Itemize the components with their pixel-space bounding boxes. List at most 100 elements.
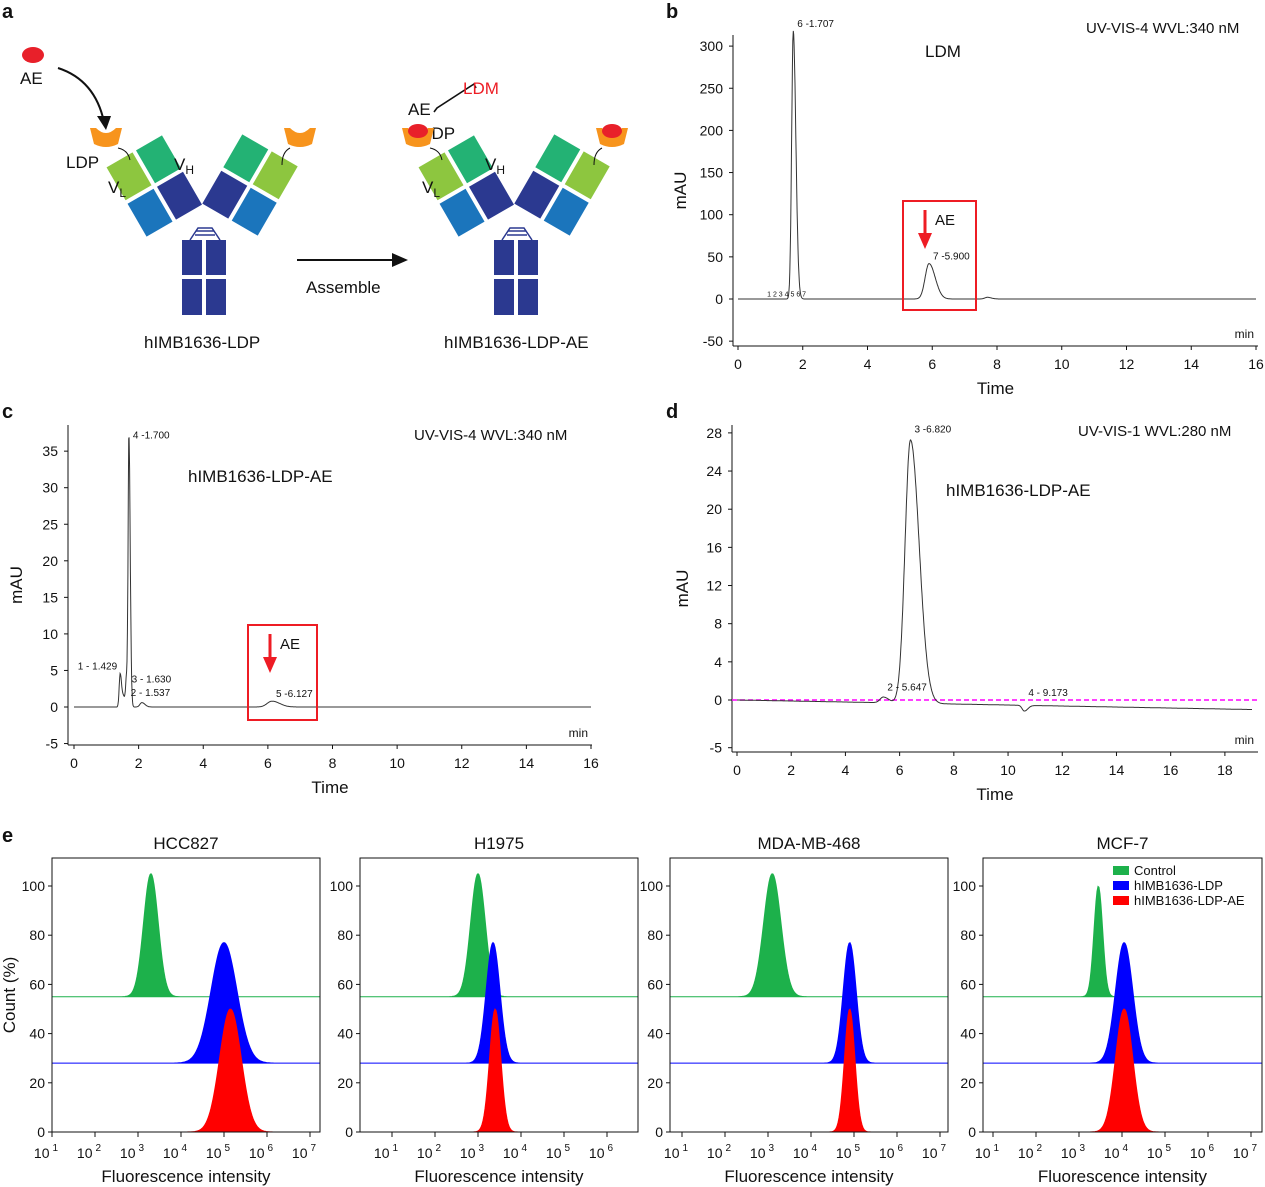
vl-domain [564,151,610,200]
x-tick-label: 14 [519,755,535,771]
x-tick-base: 10 [793,1145,809,1161]
x-tick-label: 16 [1248,356,1264,372]
y-tick-label: 200 [700,122,724,138]
x-tick-base: 10 [836,1145,852,1161]
y-tick-label: 5 [50,662,58,678]
caption-hIMB1636-LDP-AE: hIMB1636-LDP-AE [444,333,589,352]
x-tick-label: 10 1 [664,1143,689,1161]
legend-swatch [1113,866,1129,875]
y-tick-label: 80 [337,927,353,943]
y-tick-label: 50 [707,249,723,265]
fc-domain [206,279,226,315]
x-tick-base: 10 [664,1145,680,1161]
vh-domain [223,134,269,183]
legend-entry: hIMB1636-LDP [1134,878,1223,893]
assemble-arrow-head [392,253,408,267]
x-tick-base: 10 [460,1145,476,1161]
histogram-hIMB1636-LDP [982,941,1263,1064]
x-tick-exponent: 4 [1123,1143,1129,1154]
x-axis-title: Fluorescence intensity [724,1167,894,1186]
y-tick-label: 80 [960,927,976,943]
x-tick-label: 10 3 [1061,1143,1086,1161]
histogram-title: MDA-MB-468 [758,834,861,853]
detector-annotation: UV-VIS-1 WVL:280 nM [1078,423,1231,440]
y-tick-label: 100 [22,878,46,894]
plot-frame [669,857,949,1133]
binding-arrow [57,67,105,123]
x-tick-label: 6 [264,755,272,771]
legend-swatch [1113,896,1129,905]
x-tick-label: 12 [1054,762,1070,778]
x-tick-label: 10 4 [163,1143,188,1161]
ch1-domain [469,171,514,220]
y-tick-label: 16 [706,539,722,555]
x-tick-label: 10 6 [589,1143,614,1161]
x-tick-exponent: 2 [726,1143,732,1154]
ae-highlight-label: AE [935,212,955,229]
x-tick-base: 10 [77,1145,93,1161]
x-tick-label: 6 [928,356,936,372]
fc-domain [518,279,538,315]
vh-domain [136,135,181,184]
x-tick-label: 14 [1183,356,1199,372]
y-tick-label: 28 [706,425,722,441]
x-axis-title: Time [311,778,348,797]
y-tick-label: 0 [655,1124,663,1140]
vh-letter: V [485,155,497,174]
ae-arrow-head-icon [263,657,277,673]
chromatogram-trace [738,30,1256,300]
x-tick-base: 10 [879,1145,895,1161]
x-tick-base: 10 [1190,1145,1206,1161]
ae-highlight-box [902,200,977,311]
x-tick-label: 16 [583,755,599,771]
x-tick-exponent: 4 [812,1143,818,1154]
ae-arrow-head-icon [918,233,932,249]
chromatogram-c: 0 2 4 6 8 10 12 14 16 -5 0 5 10 15 20 25 30 35 min Time mAU h… [7,425,599,797]
y-tick-label: 0 [715,291,723,307]
x-tick-exponent: 5 [225,1143,231,1154]
x-tick-exponent: 6 [268,1143,274,1154]
x-tick-base: 10 [707,1145,723,1161]
x-tick-base: 10 [374,1145,390,1161]
antibody-diagram: AE LDP LDP AE LDM VH VL VH VL Assemble h… [20,47,628,352]
chart-title: LDM [925,42,961,61]
x-tick-label: 2 [787,762,795,778]
histogram-Control [52,872,320,998]
histogram-hIMB1636-LDP-AE [983,1008,1262,1133]
charts: 0 2 4 6 8 10 12 14 16-50050100150200250300minTim… [0,19,1264,1186]
ldp-cup-icon [90,128,122,147]
x-tick-label: 10 5 [836,1143,861,1161]
y-tick-label: 60 [29,976,45,992]
minor-peak-labels: 1 2 3 4 5 6 7 [767,291,806,298]
y-tick-label: 20 [647,1075,663,1091]
cl-domain [127,188,173,237]
x-tick-exponent: 3 [139,1143,145,1154]
y-tick-label: 100 [953,878,977,894]
ldm-label: LDM [463,79,499,98]
peak-label: 3 - 1.630 [132,674,172,685]
vl-label-left: VL [108,178,126,200]
x-tick-exponent: 3 [769,1143,775,1154]
ldm-bracket [433,82,477,113]
x-unit-label: min [1235,733,1254,747]
x-tick-label: 10 3 [460,1143,485,1161]
ae-highlight-box [247,624,318,721]
legend-entry: Control [1134,863,1176,878]
x-tick-exponent: 3 [1080,1143,1086,1154]
y-axis-title: mAU [671,172,690,210]
cl-domain [439,188,485,237]
x-tick-label: 4 [842,762,850,778]
x-tick-label: 10 2 [707,1143,732,1161]
x-tick-label: 10 7 [1233,1143,1258,1161]
ch1-domain [202,170,248,219]
ch1-domain [514,170,560,219]
x-tick-label: 10 2 [77,1143,102,1161]
x-tick-base: 10 [503,1145,519,1161]
vl-label-right: VL [422,178,440,200]
x-tick-exponent: 6 [898,1143,904,1154]
y-tick-label: 0 [968,1124,976,1140]
fab-arm [514,134,610,236]
vl-letter: V [108,178,120,197]
